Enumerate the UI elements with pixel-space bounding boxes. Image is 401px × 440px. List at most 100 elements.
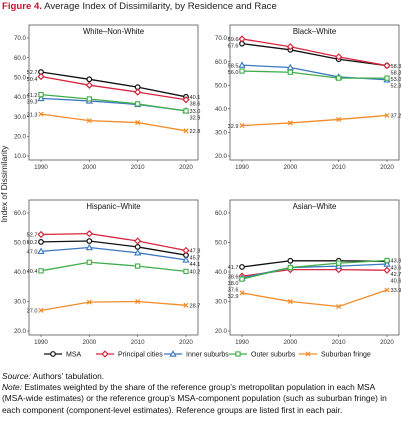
legend-item-outer-suburbs: Outer suburbs (229, 351, 296, 359)
data-point (287, 264, 293, 271)
series-principal-cities: 69.6 58.3 (228, 35, 401, 76)
data-label: 32.9 (228, 124, 239, 130)
data-point (182, 96, 190, 104)
legend-marker (235, 351, 241, 357)
data-label: 50.2 (27, 240, 38, 246)
legend-label: Suburban fringe (321, 352, 371, 359)
data-label: 22.8 (190, 129, 201, 135)
data-label: 69.6 (228, 37, 239, 43)
data-point (287, 69, 293, 75)
data-point (38, 111, 44, 117)
legend-item-msa: MSA (44, 351, 82, 359)
series-suburban-fringe: 31.3 22.8 (27, 111, 201, 135)
series-suburban-fringe: 32.9 33.9 (228, 287, 401, 310)
panel-frame (28, 24, 199, 161)
series-principal-cities: 50.4 38.6 (27, 72, 200, 108)
series-line (241, 70, 387, 79)
series-line (241, 38, 388, 67)
data-point (286, 63, 294, 71)
data-point (38, 268, 44, 274)
data-label: 58.5 (228, 63, 239, 69)
series-outer-suburbs: 37.6 43.9 (228, 257, 401, 294)
data-point (85, 243, 93, 251)
data-point (335, 262, 343, 269)
data-point (239, 264, 245, 270)
x-tick-label: 2000 (82, 339, 96, 346)
x-tick-label: 2020 (380, 164, 394, 171)
note-label: Note: (2, 382, 23, 393)
y-tick-label: 30.0 (14, 114, 27, 121)
data-label: 28.7 (190, 304, 201, 310)
data-label: 27.0 (27, 309, 38, 315)
data-label: 32.9 (190, 116, 201, 122)
data-label: 37.6 (228, 288, 239, 294)
legend-marker (101, 350, 109, 358)
data-point (37, 94, 45, 102)
x-tick-label: 1990 (235, 164, 249, 171)
data-point (134, 88, 142, 96)
series-msa: 52.7 40.1 (27, 69, 201, 101)
data-label: 41.7 (228, 265, 239, 271)
panel-title: Hispanic–White (86, 202, 140, 211)
data-label: 40.2 (190, 270, 201, 276)
series-line (241, 263, 388, 279)
y-tick-label: 30.0 (215, 130, 228, 137)
note-text: Estimates weighted by the share of the r… (2, 382, 387, 415)
data-point (38, 91, 44, 98)
x-tick-label: 2010 (131, 339, 145, 346)
data-label: 33.9 (391, 288, 401, 294)
x-tick-label: 2020 (179, 339, 193, 346)
data-label: 58.3 (391, 64, 401, 70)
data-point (238, 61, 246, 68)
data-point (383, 260, 391, 267)
source-text: Authors’ tabulation. (32, 371, 105, 381)
data-label: 47.0 (27, 250, 38, 256)
y-tick-label: 20.0 (215, 328, 228, 335)
data-point (287, 257, 294, 264)
data-point (336, 303, 342, 310)
data-label: 53.0 (391, 77, 401, 83)
data-point (86, 259, 92, 265)
data-label: 40.1 (190, 95, 201, 101)
series-suburban-fringe: 27.0 28.7 (27, 298, 201, 315)
y-tick-label: 20.0 (14, 328, 27, 335)
data-point (183, 108, 189, 114)
data-label: 40.6 (391, 278, 401, 284)
series-line (40, 240, 187, 256)
data-point (384, 287, 390, 293)
y-tick-label: 50.0 (14, 75, 27, 82)
data-point (239, 276, 245, 282)
data-point (182, 256, 190, 263)
data-point (183, 268, 189, 275)
x-tick-label: 2000 (82, 164, 96, 171)
panel-frame (229, 199, 400, 336)
data-point (239, 123, 245, 129)
source-line: Source: Authors’ tabulation. (2, 371, 400, 382)
panel-black-white: Black–White 20.0 30.0 40.0 50.0 60.0 70.0 1990 2… (215, 24, 401, 171)
y-tick-label: 20.0 (215, 153, 228, 160)
x-tick-label: 1990 (34, 164, 48, 171)
series-line (40, 75, 187, 101)
data-label: 32.9 (228, 294, 239, 300)
data-label: 37.2 (391, 114, 401, 120)
data-point (336, 260, 342, 266)
series-line (40, 71, 187, 98)
series-line (40, 232, 187, 252)
y-tick-label: 40.0 (215, 106, 228, 113)
chart-area: Index of Dissimilarity White–Non-White 10… (0, 24, 401, 359)
y-tick-label: 20.0 (14, 134, 27, 141)
series-suburban-fringe: 32.9 37.2 (228, 112, 401, 130)
data-label: 42.7 (391, 272, 401, 278)
y-tick-label: 30.0 (215, 299, 228, 306)
data-point (86, 299, 92, 305)
y-tick-label: 70.0 (14, 35, 27, 42)
x-tick-label: 2000 (283, 164, 297, 171)
data-point (384, 112, 390, 118)
data-point (134, 244, 141, 250)
data-label: 50.4 (27, 77, 38, 83)
data-point (135, 298, 141, 305)
y-tick-label: 70.0 (215, 35, 228, 42)
figure-footer: Source: Authors’ tabulation. Note: Estim… (2, 371, 400, 416)
data-point (183, 128, 189, 134)
x-tick-label: 2000 (283, 339, 297, 346)
